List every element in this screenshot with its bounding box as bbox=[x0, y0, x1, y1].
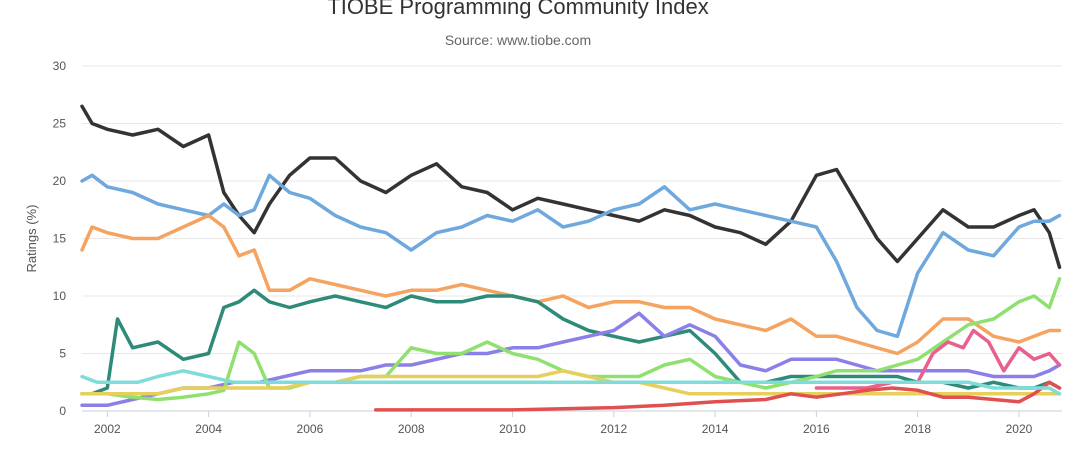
y-tick-label: 10 bbox=[53, 289, 67, 303]
series-line-1 bbox=[80, 104, 1062, 270]
x-tick-label: 2006 bbox=[297, 422, 324, 436]
y-tick-label: 20 bbox=[53, 174, 67, 188]
series-lines bbox=[80, 104, 1062, 412]
series-line-10 bbox=[80, 369, 1062, 396]
x-tick-label: 2010 bbox=[499, 422, 526, 436]
series-line-3 bbox=[80, 213, 1062, 356]
x-tick-label: 2018 bbox=[904, 422, 931, 436]
x-tick-label: 2012 bbox=[600, 422, 627, 436]
y-tick-label: 25 bbox=[53, 117, 67, 131]
chart-title: TIOBE Programming Community Index bbox=[327, 0, 709, 19]
y-tick-label: 0 bbox=[59, 404, 66, 418]
x-tick-label: 2014 bbox=[702, 422, 729, 436]
y-tick-label: 30 bbox=[53, 59, 67, 73]
chart-subtitle: Source: www.tiobe.com bbox=[444, 32, 592, 48]
x-tick-label: 2002 bbox=[94, 422, 121, 436]
x-tick-label: 2020 bbox=[1006, 422, 1033, 436]
series-line-8 bbox=[814, 328, 1062, 390]
y-tick-label: 5 bbox=[59, 347, 66, 361]
series-line-7 bbox=[80, 369, 1062, 396]
x-tick-label: 2008 bbox=[398, 422, 425, 436]
axes: Ratings (%) 0 5 10 15 20 25 30 2002 2004 2006 2008… bbox=[24, 59, 1033, 436]
x-tick-label: 2016 bbox=[803, 422, 830, 436]
y-tick-label: 15 bbox=[53, 232, 67, 246]
x-tick-label: 2004 bbox=[195, 422, 222, 436]
series-line-2 bbox=[80, 173, 1062, 339]
series-line-9 bbox=[373, 380, 1062, 412]
y-axis-title: Ratings (%) bbox=[24, 205, 39, 273]
series-line-4 bbox=[80, 288, 1062, 396]
